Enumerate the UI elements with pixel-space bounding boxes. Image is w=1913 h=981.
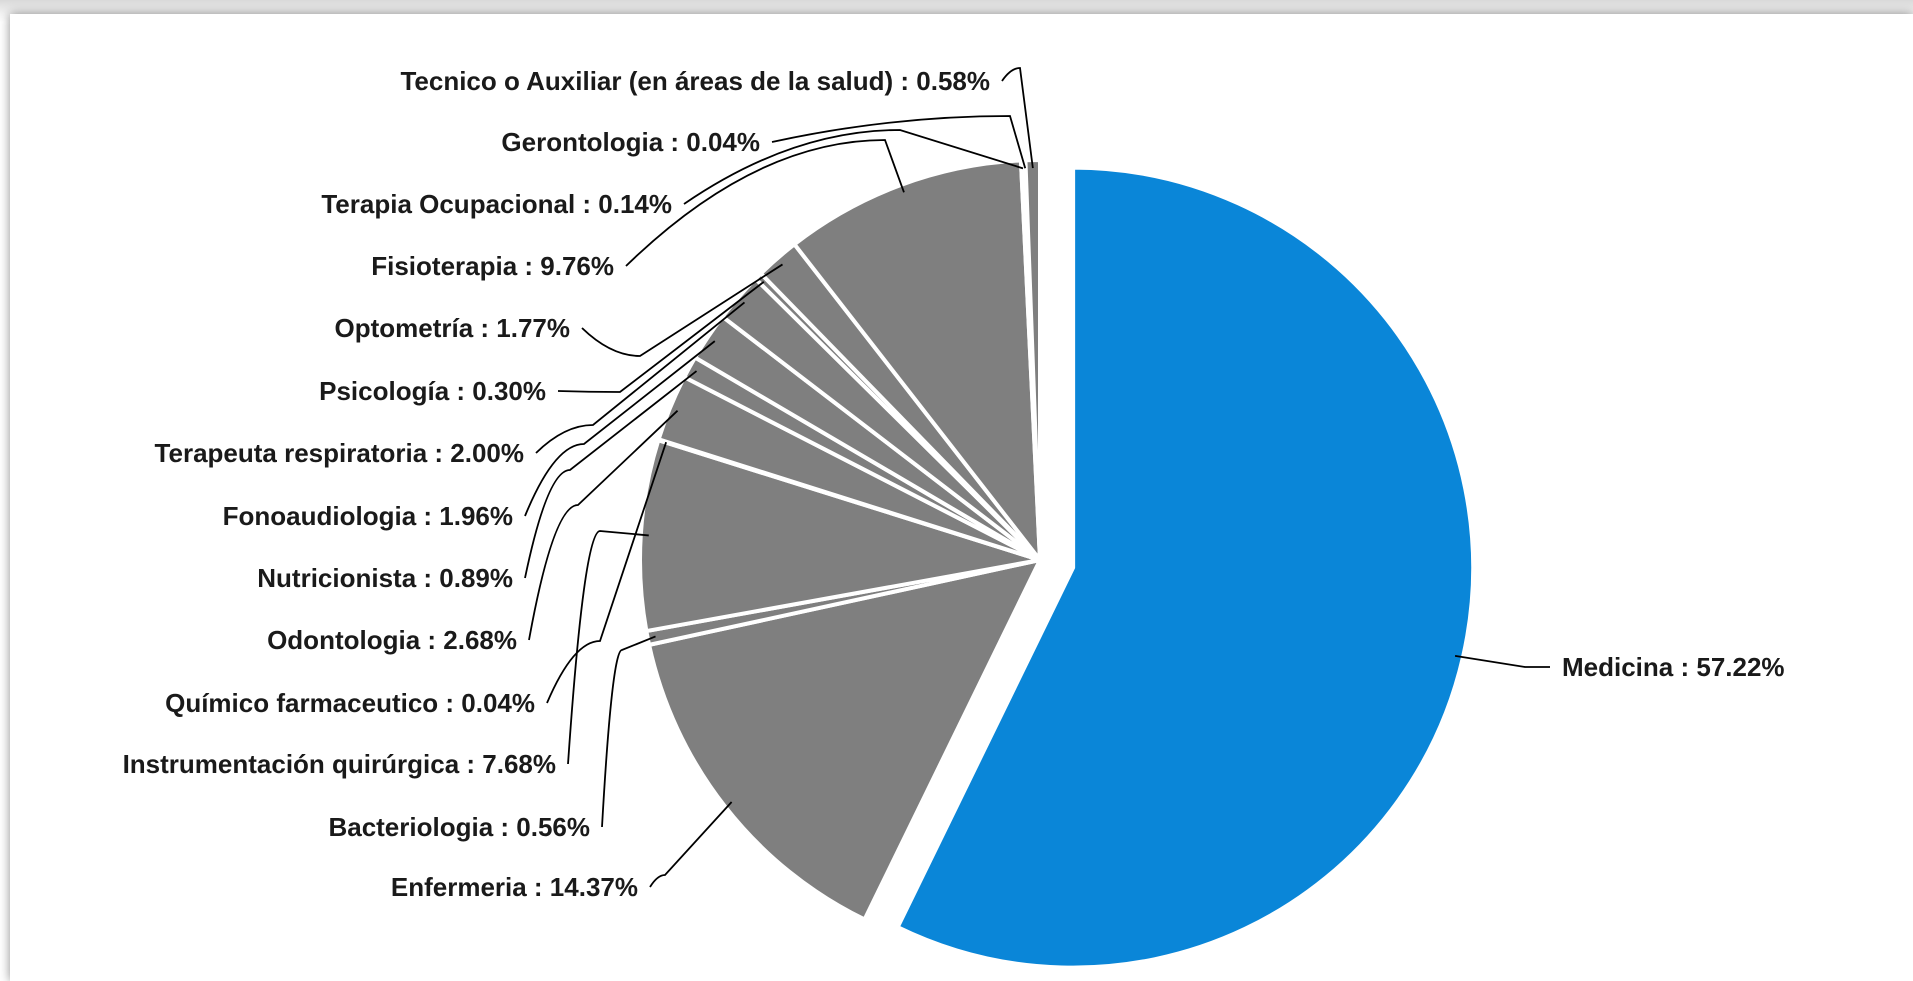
leader-line — [683, 129, 1024, 205]
slice-label: Químico farmaceutico : 0.04% — [165, 688, 535, 718]
leader-lines — [524, 67, 1550, 888]
slice-label: Terapeuta respiratoria : 2.00% — [155, 438, 524, 468]
leader-line — [625, 139, 905, 267]
slice-label: Fisioterapia : 9.76% — [371, 251, 614, 281]
pie-slices — [638, 158, 1476, 970]
leader-line — [535, 301, 746, 454]
leader-line — [546, 441, 667, 704]
slice-label: Optometría : 1.77% — [334, 313, 570, 343]
slice-label: Enfermeria : 14.37% — [391, 872, 638, 902]
slice-label: Nutricionista : 0.89% — [257, 563, 513, 593]
slice-label: Medicina : 57.22% — [1562, 652, 1785, 682]
slice-label: Psicología : 0.30% — [319, 376, 546, 406]
leader-line — [1001, 67, 1034, 169]
leader-line — [581, 263, 783, 357]
pie-slice-enfermeria — [647, 558, 1042, 922]
leader-line — [771, 115, 1027, 169]
leader-line — [528, 410, 679, 641]
leader-line — [567, 530, 649, 765]
slice-label: Terapia Ocupacional : 0.14% — [321, 189, 672, 219]
slice-label: Tecnico o Auxiliar (en áreas de la salud… — [400, 66, 990, 96]
leader-line — [524, 370, 698, 579]
leader-line — [524, 340, 716, 517]
leader-line — [1454, 654, 1550, 668]
leader-line — [601, 635, 656, 828]
slice-label: Gerontologia : 0.04% — [501, 127, 760, 157]
slice-label: Fonoaudiologia : 1.96% — [223, 501, 513, 531]
leader-line — [557, 281, 765, 393]
slice-label: Odontologia : 2.68% — [267, 625, 517, 655]
leader-line — [649, 801, 733, 888]
slice-labels: Medicina : 57.22% Enfermeria : 14.37% Bact… — [123, 66, 1785, 902]
slice-label: Instrumentación quirúrgica : 7.68% — [123, 749, 556, 779]
slice-label: Bacteriologia : 0.56% — [328, 812, 590, 842]
